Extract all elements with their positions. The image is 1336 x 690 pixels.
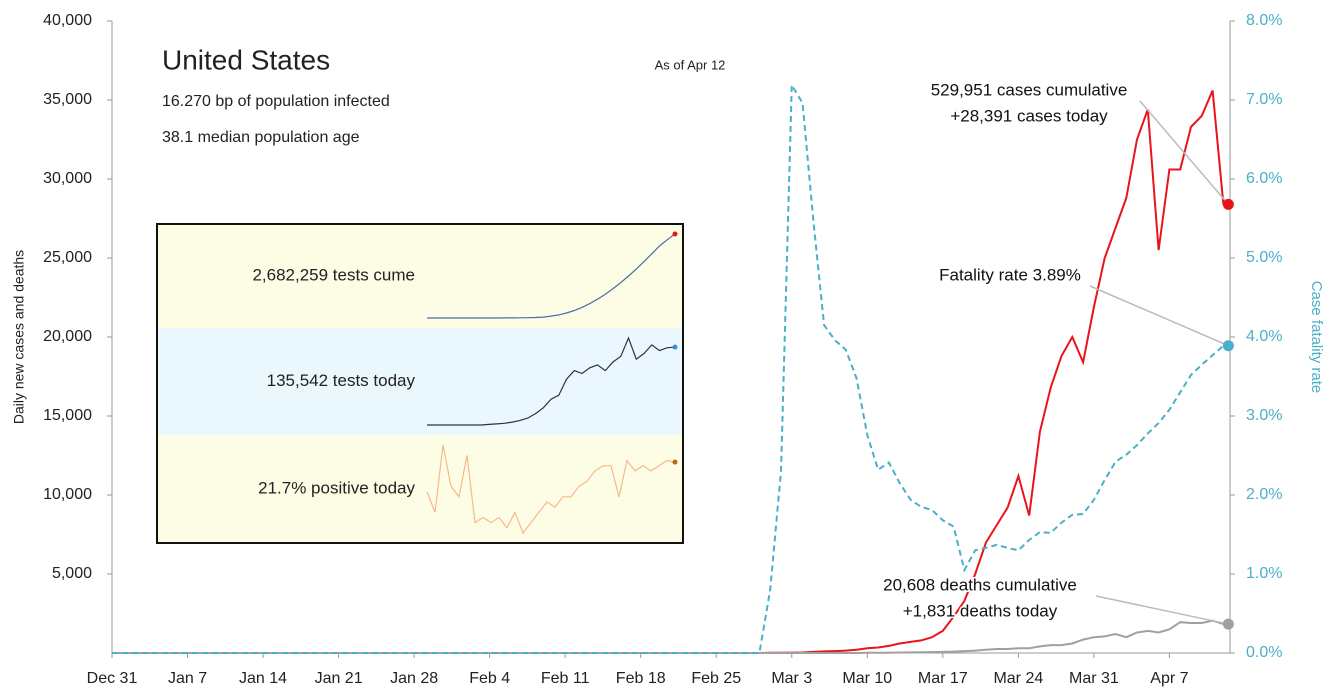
leader-line [1089,285,1229,347]
y2-tick-label: 4.0% [1246,328,1282,345]
y-tick-label: 35,000 [43,91,92,108]
series-line [112,81,1225,654]
sparkline-end [672,459,678,465]
x-tick-label: Feb 25 [691,670,741,687]
y-tick-label: 20,000 [43,328,92,345]
subtitle: 38.1 median population age [162,129,360,146]
x-tick-label: Feb 18 [616,670,666,687]
annotation: +28,391 cases today [950,106,1108,125]
y2-axis-label: Case fatality rate [1308,281,1325,394]
x-tick-label: Jan 14 [239,670,287,687]
y2-tick-label: 1.0% [1246,565,1282,582]
y-tick-label: 15,000 [43,407,92,424]
annotation: +1,831 deaths today [903,601,1058,620]
y2-tick-label: 8.0% [1246,12,1282,29]
y2-tick-label: 0.0% [1246,644,1282,661]
y2-tick-label: 2.0% [1246,486,1282,503]
y2-tick-label: 6.0% [1246,170,1282,187]
sparkline-end [672,344,678,350]
y2-tick-label: 5.0% [1246,249,1282,266]
leader-line [1095,595,1229,625]
y2-tick-label: 3.0% [1246,407,1282,424]
sparkline [427,336,676,426]
x-tick-label: Mar 3 [771,670,812,687]
y-tick-label: 10,000 [43,486,92,503]
date-note: As of Apr 12 [655,57,726,72]
sparkline [426,444,676,535]
chart-title: United States [162,44,330,75]
x-tick-label: Dec 31 [87,670,138,687]
annotation: 529,951 cases cumulative [931,80,1128,99]
series-line [112,619,1224,654]
inset-frame [156,223,684,544]
y-tick-label: 40,000 [43,12,92,29]
x-tick-label: Jan 7 [168,670,207,687]
inset-band [157,328,683,435]
y-tick-label: 25,000 [43,249,92,266]
sparkline-end [672,231,678,237]
x-tick-label: Mar 31 [1069,670,1119,687]
y2-tick-label: 7.0% [1246,91,1282,108]
subtitle: 16.270 bp of population infected [162,93,390,110]
y-tick-label: 5,000 [52,565,92,582]
end-dot [1222,198,1234,210]
x-tick-label: Jan 28 [390,670,438,687]
inset-band [157,224,683,328]
inset-label: 21.7% positive today [258,478,415,497]
y-tick-label: 30,000 [43,170,92,187]
x-tick-label: Apr 7 [1150,670,1188,687]
end-dot [1222,340,1234,352]
x-tick-label: Mar 24 [993,670,1043,687]
sparkline [427,233,676,319]
inset-label: 2,682,259 tests cume [252,265,415,284]
annotation: 20,608 deaths cumulative [883,575,1077,594]
inset-band [157,435,683,543]
end-dot [1222,618,1234,630]
x-tick-label: Mar 10 [842,670,892,687]
x-tick-label: Mar 17 [918,670,968,687]
x-tick-label: Feb 11 [541,670,590,687]
inset-label: 135,542 tests today [267,371,416,390]
x-tick-label: Feb 4 [469,670,510,687]
leader-line [1139,100,1229,205]
x-tick-label: Jan 21 [315,670,363,687]
y-axis-label: Daily new cases and deaths [11,250,27,424]
annotation: Fatality rate 3.89% [939,265,1081,284]
